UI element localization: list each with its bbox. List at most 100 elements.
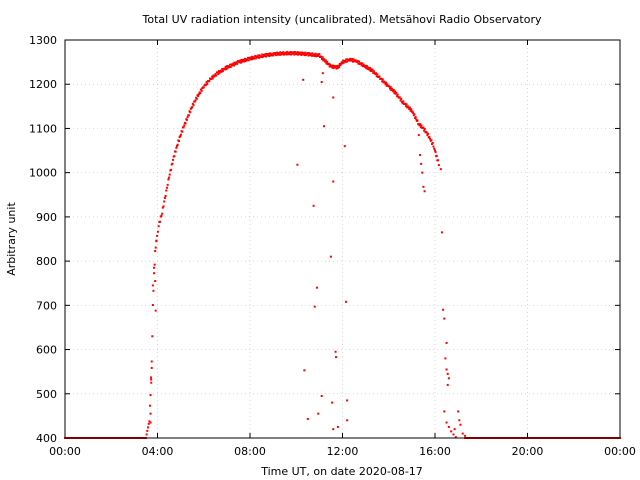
data-point [151,335,154,338]
data-point [420,162,423,165]
data-point [326,60,329,63]
data-point [292,51,295,54]
data-point [336,65,339,68]
data-point [346,419,349,422]
data-point [164,194,167,197]
data-point [320,55,323,58]
data-point [223,68,226,71]
data-point [221,67,224,70]
data-point [276,53,279,56]
data-point [235,61,238,64]
data-point [295,53,298,56]
data-point [254,57,257,60]
data-point [381,78,384,81]
data-point [250,55,253,58]
data-point [224,66,227,69]
data-point [148,420,151,423]
data-point [247,59,250,62]
data-point [299,51,302,54]
data-point [254,55,257,58]
data-point [337,64,340,67]
data-point [459,423,462,426]
data-point [211,77,214,80]
data-point [354,59,357,62]
y-tick-label: 1200 [29,78,57,91]
data-point [433,147,436,150]
data-point [211,75,214,78]
data-point [176,143,179,146]
data-point [457,410,460,413]
data-point [369,67,372,70]
data-point [394,92,397,95]
data-point [398,96,401,99]
data-point [322,59,325,62]
data-point [350,59,353,62]
y-tick-label: 500 [36,388,57,401]
data-point [334,65,337,68]
data-point [315,55,318,58]
data-point [306,52,309,55]
data-point [342,59,345,62]
x-tick-label: 16:00 [419,445,451,458]
data-point [443,410,446,413]
data-point [340,62,343,65]
data-point [192,104,195,107]
data-point [334,66,337,69]
data-point [461,432,464,435]
data-point [320,81,323,84]
data-point [333,64,336,67]
data-point [390,87,393,90]
data-point [242,58,245,61]
data-point [215,74,218,77]
data-point [246,59,249,62]
data-point [282,51,285,54]
data-point [269,54,272,57]
data-point [260,55,263,58]
data-point [270,52,273,55]
data-point [182,126,185,129]
data-point [286,50,289,53]
data-point [320,57,323,60]
data-point [150,376,153,379]
data-point [290,51,293,54]
data-point [385,84,388,87]
data-point [416,119,419,122]
data-point [321,56,324,59]
data-point [213,74,216,77]
x-tick-label: 00:00 [49,445,81,458]
data-point [233,61,236,64]
data-point [338,66,341,69]
data-point [411,110,414,113]
data-point [401,102,404,105]
data-point [335,356,338,359]
data-point [427,132,430,135]
data-point [147,426,150,429]
data-point [404,105,407,108]
data-point [419,126,422,129]
data-point [247,56,250,59]
data-point [317,412,320,415]
data-point [415,118,418,121]
data-point [414,116,417,119]
y-axis: 400 500 600 700 800 900 1000 1100 1200 1300 [29,34,620,445]
data-point [217,70,220,73]
data-point [277,52,280,55]
data-point [311,54,314,57]
data-point [253,57,256,60]
data-point [331,66,334,69]
grid-lines [65,40,620,438]
data-point [173,155,176,158]
data-point [378,75,381,78]
data-point [365,65,368,68]
data-point [422,126,425,129]
data-point [289,51,292,54]
data-point [308,52,311,55]
data-point [312,204,315,207]
data-point [238,61,241,64]
data-point [175,144,178,147]
data-point [360,64,363,67]
data-point [383,81,386,84]
data-point [351,60,354,63]
data-point [423,128,426,131]
data-point [301,51,304,54]
